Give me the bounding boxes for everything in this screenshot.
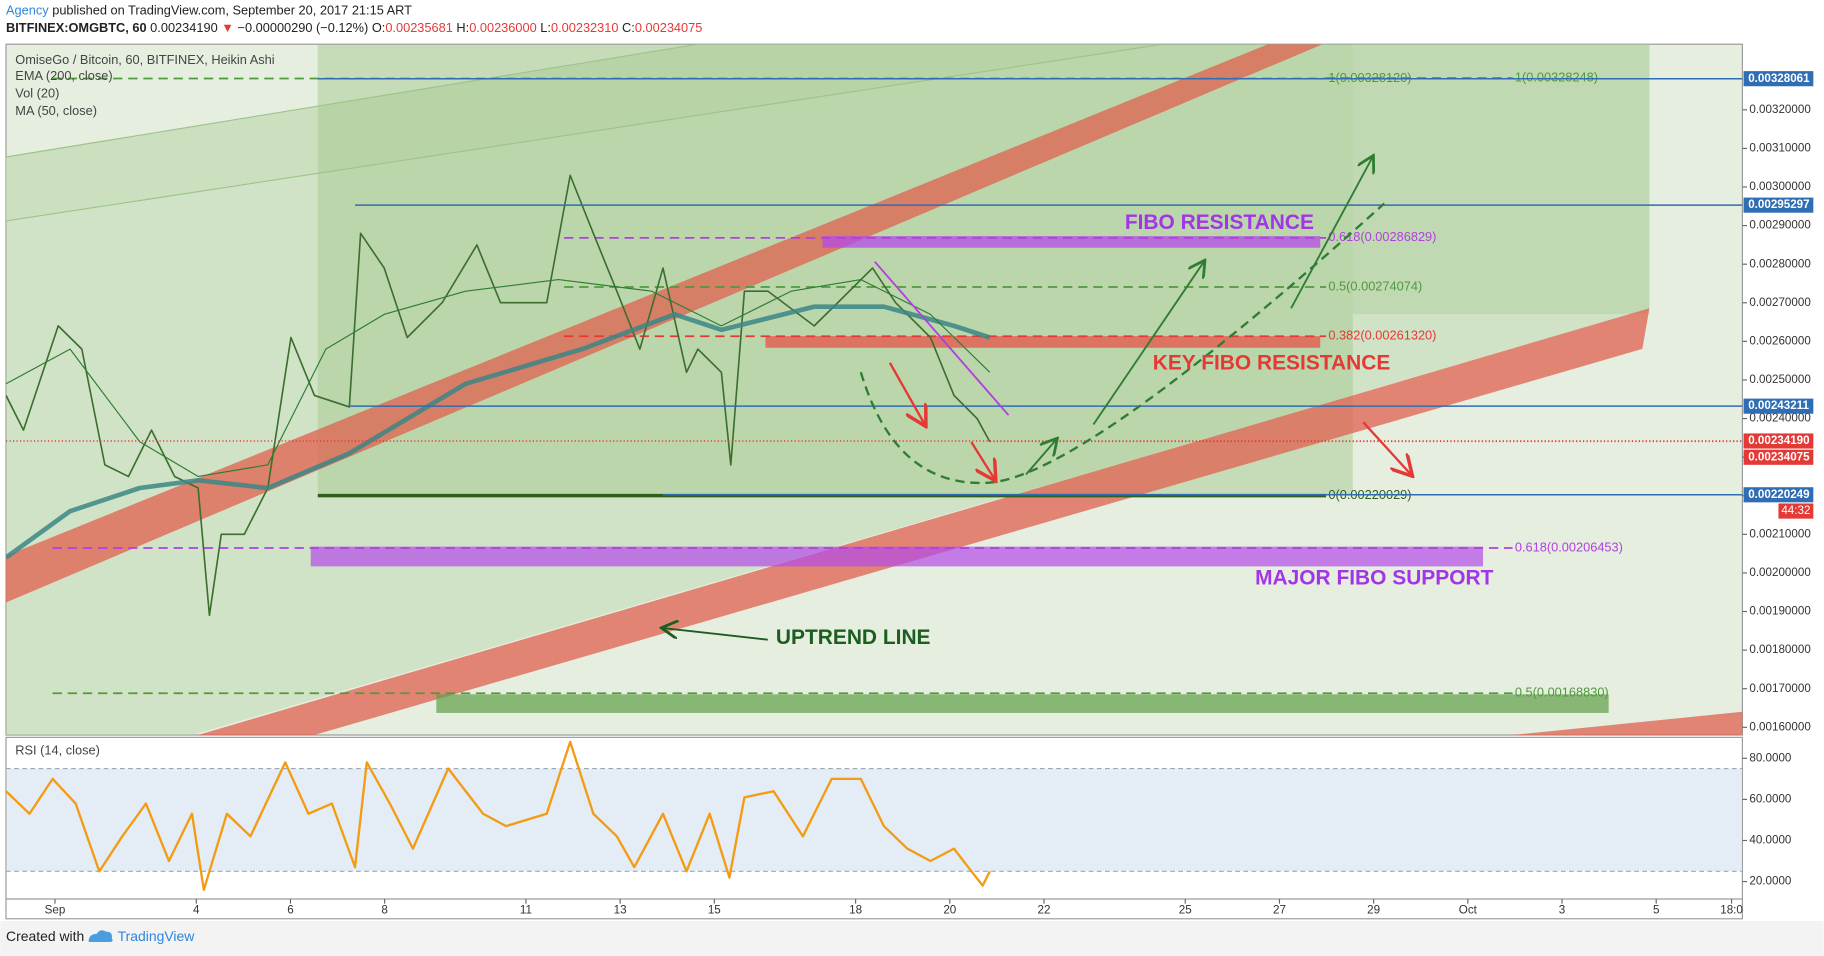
c-label: C: xyxy=(622,20,635,35)
x-tick-label: 6 xyxy=(287,904,293,917)
y-tick-label: 0.00240000 xyxy=(1749,412,1811,425)
x-tick-label: 20 xyxy=(943,904,956,917)
x-tick-label: 8 xyxy=(381,904,387,917)
h-label: H: xyxy=(456,20,469,35)
time-axis xyxy=(5,898,1743,920)
series-line xyxy=(6,304,991,560)
y-tick-label: 0.00310000 xyxy=(1749,141,1811,154)
series-line xyxy=(6,279,991,478)
annotation: KEY FIBO RESISTANCE xyxy=(1153,352,1391,375)
data-layer: 1(0.00328120) 1(0.00328248) 0.618(0.002868… xyxy=(5,69,1814,917)
fib-label: 1(0.00328248) xyxy=(1515,69,1598,84)
legend-entry: EMA (200, close) xyxy=(15,68,112,83)
series-line xyxy=(6,174,991,617)
y-tick-label: 0.00260000 xyxy=(1749,334,1811,347)
l-value: 0.00232310 xyxy=(551,20,619,35)
x-tick-label: 27 xyxy=(1273,904,1286,917)
x-tick-label: 13 xyxy=(614,904,627,917)
fib-label: 0.382(0.00261320) xyxy=(1328,328,1436,343)
x-tick-label: 25 xyxy=(1179,904,1192,917)
price-marker xyxy=(1743,487,1814,503)
y-tick-label: 20.0000 xyxy=(1749,875,1792,888)
symbol: BITFINEX:OMGBTC, 60 xyxy=(6,20,147,35)
published: published on TradingView.com, September … xyxy=(52,3,412,18)
price-marker xyxy=(1743,449,1814,465)
fib-label: 1(0.00328120) xyxy=(1328,70,1411,85)
y-tick-label: 0.00250000 xyxy=(1749,373,1811,386)
change: −0.00000290 (−0.12%) xyxy=(237,20,368,35)
price-marker xyxy=(1743,433,1814,449)
legend-entry: Vol (20) xyxy=(15,86,59,101)
footer-bar xyxy=(0,921,1824,956)
x-tick-label: 11 xyxy=(520,904,532,917)
price-marker-label: 0.00295297 xyxy=(1748,198,1809,211)
arrow: ▼ xyxy=(221,20,234,35)
annotation: MAJOR FIBO SUPPORT xyxy=(1255,567,1494,590)
x-tick-label: 4 xyxy=(193,904,200,917)
y-tick-label: 0.00300000 xyxy=(1749,180,1811,193)
l-label: L: xyxy=(540,20,551,35)
y-tick-label: 80.0000 xyxy=(1749,751,1792,764)
y-tick-label: 0.00280000 xyxy=(1749,257,1811,270)
x-tick-label: 18:0 xyxy=(1720,904,1743,917)
x-tick-label: 5 xyxy=(1653,904,1659,917)
footer-brand[interactable]: TradingView xyxy=(118,928,196,944)
legend-entry: MA (50, close) xyxy=(15,103,97,118)
fib-label: 0.5(0.00274074) xyxy=(1328,278,1422,293)
author[interactable]: Agency xyxy=(6,3,49,18)
annotation: UPTREND LINE xyxy=(776,626,931,649)
price-marker-label: 0.00220249 xyxy=(1748,488,1810,501)
fib-label: 0.618(0.00206453) xyxy=(1515,539,1623,554)
y-tick-label: 40.0000 xyxy=(1749,834,1792,847)
fib-label: 0.5(0.00168830) xyxy=(1515,685,1609,700)
x-tick-label: 22 xyxy=(1038,904,1051,917)
fib-label: 0.618(0.00286829) xyxy=(1328,229,1436,244)
y-tick-label: 0.00200000 xyxy=(1749,566,1811,579)
x-tick-label: 18 xyxy=(849,904,862,917)
x-tick-label: 15 xyxy=(708,904,721,917)
drawings xyxy=(663,157,1411,641)
drawings-background xyxy=(6,44,1743,736)
header-line-2: BITFINEX:OMGBTC, 60 0.00234190 ▼ −0.0000… xyxy=(6,20,702,35)
y-tick-label: 0.00270000 xyxy=(1749,296,1811,309)
price-marker xyxy=(1743,197,1814,213)
y-tick-label: 0.00180000 xyxy=(1749,643,1811,656)
footer-text: Created with xyxy=(6,928,84,944)
last: 0.00234190 xyxy=(150,20,218,35)
y-tick-label: 0.00170000 xyxy=(1749,682,1811,695)
logo[interactable] xyxy=(88,930,113,943)
legend-title: OmiseGo / Bitcoin, 60, BITFINEX, Heikin … xyxy=(15,52,274,67)
series-line xyxy=(5,740,991,891)
price-marker xyxy=(1743,398,1814,414)
y-tick-label: 0.00160000 xyxy=(1749,720,1811,733)
o-label: O: xyxy=(372,20,386,35)
price-plot: 1(0.00328120) 1(0.00328248) 0.618(0.002868… xyxy=(6,69,1743,700)
o-value: 0.00235681 xyxy=(385,20,453,35)
x-tick-label: 3 xyxy=(1559,904,1565,917)
x-tick-label: Sep xyxy=(45,904,66,917)
x-tick-label: 29 xyxy=(1367,904,1380,917)
y-tick-label: 0.00320000 xyxy=(1749,103,1811,116)
price-marker-label: 0.00234075 xyxy=(1748,450,1810,463)
c-value: 0.00234075 xyxy=(635,20,703,35)
y-tick-label: 60.0000 xyxy=(1749,792,1792,805)
y-tick-label: 0.00210000 xyxy=(1749,527,1811,540)
y-tick-label: 0.00190000 xyxy=(1749,605,1811,618)
h-value: 0.00236000 xyxy=(469,20,537,35)
price-marker-label: 0.00328061 xyxy=(1748,72,1810,85)
annotation: FIBO RESISTANCE xyxy=(1125,211,1314,234)
header-line-1: Agency published on TradingView.com, Sep… xyxy=(6,3,412,18)
price-marker xyxy=(1743,71,1814,87)
rsi-title: RSI (14, close) xyxy=(15,743,100,758)
y-tick-label: 0.00290000 xyxy=(1749,219,1811,232)
x-tick-label: Oct xyxy=(1459,904,1478,917)
countdown: 44:32 xyxy=(1781,504,1810,517)
countdown-box xyxy=(1778,503,1814,519)
price-marker-label: 0.00243211 xyxy=(1748,399,1809,412)
rsi-band xyxy=(7,768,1742,872)
price-marker-label: 0.00234190 xyxy=(1748,434,1809,447)
